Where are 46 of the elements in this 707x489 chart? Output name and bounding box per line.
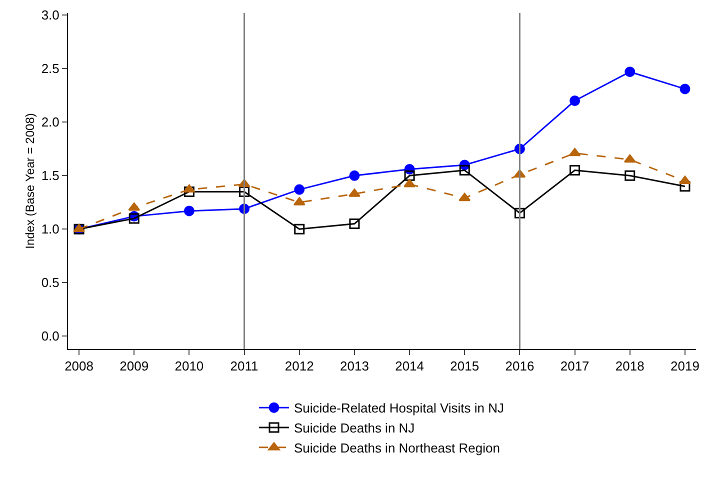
x-tick-label: 2019 xyxy=(670,358,700,374)
point xyxy=(624,66,636,78)
y-tick-label: 3.0 xyxy=(41,8,60,23)
point xyxy=(183,184,196,193)
x-tick-label: 2013 xyxy=(340,358,369,374)
point xyxy=(404,178,416,188)
x-tick-label: 2010 xyxy=(174,358,204,374)
point xyxy=(514,208,525,218)
y-tick-label: 2.0 xyxy=(41,114,60,130)
point xyxy=(239,186,250,197)
x-tick-label: 2009 xyxy=(120,358,149,374)
point xyxy=(184,186,194,197)
y-tick-label: 1.0 xyxy=(41,222,60,237)
x-tick-label: 2015 xyxy=(450,358,480,374)
point xyxy=(294,184,305,195)
point xyxy=(349,218,360,230)
point xyxy=(570,96,580,106)
point xyxy=(679,176,691,184)
x-tick-label: 2008 xyxy=(64,358,94,374)
legend-label: Suicide-Related Hospital Visits in NJ xyxy=(294,400,504,416)
point xyxy=(568,148,581,156)
point xyxy=(459,165,470,176)
point xyxy=(680,84,690,94)
point xyxy=(184,206,194,216)
point xyxy=(348,188,360,197)
y-tick-label: 1.5 xyxy=(41,168,60,184)
y-tick-label: 0.0 xyxy=(41,328,60,344)
x-tick-label: 2011 xyxy=(230,358,258,374)
point xyxy=(624,170,636,181)
y-tick-label: 2.5 xyxy=(41,61,60,76)
x-tick-label: 2012 xyxy=(284,358,314,374)
y-tick-label: 0.5 xyxy=(41,275,60,290)
point xyxy=(294,224,305,234)
point xyxy=(624,154,636,163)
point xyxy=(458,192,471,202)
x-tick-label: 2017 xyxy=(560,358,590,374)
legend-label: Suicide Deaths in Northeast Region xyxy=(294,440,500,456)
point xyxy=(680,181,690,192)
point xyxy=(404,170,415,181)
y-axis-title: Index (Base Year = 2008) xyxy=(23,113,37,249)
legend-label: Suicide Deaths in NJ xyxy=(294,420,415,436)
point xyxy=(349,170,360,181)
point xyxy=(570,165,580,176)
x-tick-label: 2014 xyxy=(395,358,424,374)
x-tick-label: 2016 xyxy=(505,358,534,374)
x-tick-label: 2018 xyxy=(615,358,644,374)
